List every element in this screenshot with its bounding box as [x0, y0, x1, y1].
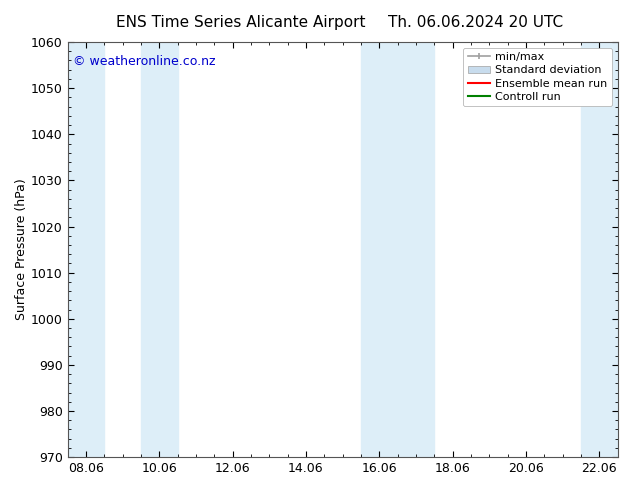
Text: ENS Time Series Alicante Airport: ENS Time Series Alicante Airport [116, 15, 366, 30]
Bar [141, 42, 178, 457]
Bar [581, 42, 618, 457]
Text: © weatheronline.co.nz: © weatheronline.co.nz [73, 54, 216, 68]
Bar [67, 42, 104, 457]
Text: Th. 06.06.2024 20 UTC: Th. 06.06.2024 20 UTC [388, 15, 563, 30]
Y-axis label: Surface Pressure (hPa): Surface Pressure (hPa) [15, 179, 28, 320]
Legend: min/max, Standard deviation, Ensemble mean run, Controll run: min/max, Standard deviation, Ensemble me… [463, 48, 612, 106]
Bar [361, 42, 434, 457]
